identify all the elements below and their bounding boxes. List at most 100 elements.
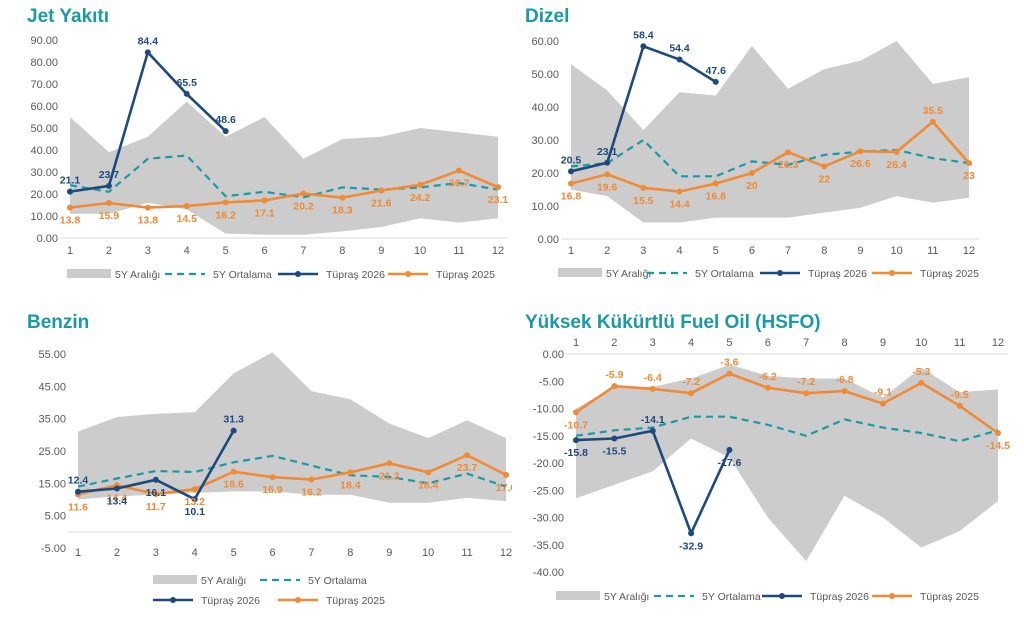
tupras-2025-data-label: 26.6 <box>850 158 871 170</box>
x-tick-label: 8 <box>841 337 847 349</box>
x-tick-label: 3 <box>650 337 656 349</box>
tupras-2025-data-label: 11.7 <box>146 501 166 513</box>
tupras-2025-point <box>712 180 719 187</box>
tupras-2026-point <box>573 437 579 444</box>
chart-gasoline: Benzin 55.00 45.00 35.00 25.00 15.00 5.00 -5.00… <box>0 300 512 623</box>
legend-label: Tüpraş 2026 <box>326 269 385 281</box>
tupras-2026-point <box>183 90 190 97</box>
y-tick-label: 70.00 <box>30 79 58 91</box>
tupras-2025-data-label: 18.6 <box>223 479 244 491</box>
y-tick-label: 50.00 <box>531 69 559 81</box>
tupras-2026-point <box>144 49 151 56</box>
tupras-2025-point <box>568 180 574 187</box>
legend-item: 5Y Aralığı <box>556 591 649 603</box>
y-tick-label: 35.00 <box>38 414 66 426</box>
legend-item: Tüpraş 2025 <box>872 268 979 280</box>
range-area <box>78 352 506 503</box>
x-tick-label: 10 <box>414 245 426 257</box>
tupras-2025-point <box>857 148 864 155</box>
y-tick-label: -10.00 <box>533 404 564 416</box>
legend-item: Tüpraş 2026 <box>762 591 869 603</box>
tupras-2026-data-label: -15.8 <box>564 447 588 459</box>
x-tick-label: 4 <box>688 337 694 349</box>
chart-title: Dizel <box>525 6 569 27</box>
x-tick-label: 6 <box>749 245 755 257</box>
tupras-2025-data-label: 19.6 <box>597 181 618 193</box>
tupras-2026-data-label: -15.5 <box>602 445 626 457</box>
x-tick-label: 2 <box>106 245 112 257</box>
tupras-2025-point <box>611 383 618 390</box>
tupras-2025-data-label: 14.4 <box>669 198 690 210</box>
tupras-2025-data-label: 23.1 <box>488 194 509 206</box>
legend-label: 5Y Aralığı <box>115 269 160 281</box>
legend-swatch-marker <box>295 597 301 603</box>
x-tick-label: 9 <box>857 245 863 257</box>
x-tick-label: 6 <box>261 245 267 257</box>
tupras-2025-data-label: 16.9 <box>262 484 283 496</box>
legend-item: 5Y Ortalama <box>260 575 367 587</box>
y-tick-label: -5.00 <box>41 543 66 555</box>
tupras-2026-point <box>688 530 695 537</box>
y-tick-label: -25.00 <box>533 485 564 497</box>
y-tick-label: 40.00 <box>531 102 559 114</box>
tupras-2025-data-label: -7.2 <box>682 376 700 388</box>
tupras-2025-point <box>464 452 471 459</box>
tupras-2026-data-label: 23.1 <box>597 146 618 158</box>
tupras-2025-data-label: 16.8 <box>706 191 727 203</box>
range-area <box>571 41 969 223</box>
tupras-2025-data-label: 26.4 <box>886 159 907 171</box>
x-tick-label: 9 <box>386 547 392 559</box>
y-tick-label: 15.00 <box>38 478 66 490</box>
x-tick-label: 4 <box>184 245 190 257</box>
tupras-2025-data-label: -5.3 <box>912 366 930 378</box>
tupras-2025-data-label: 20.2 <box>293 201 314 213</box>
chart-diesel-svg: Dizel 60.00 50.00 40.00 30.00 20.00 10.00 0.00 1… <box>525 6 979 280</box>
tupras-2026-point <box>611 435 618 442</box>
legend-swatch-range <box>67 269 111 278</box>
tupras-2025-point <box>425 469 432 476</box>
y-tick-label: -35.00 <box>533 540 564 552</box>
tupras-2025-point <box>821 163 828 170</box>
tupras-2025-data-label: 24.2 <box>410 192 431 204</box>
tupras-2025-data-label: 15.9 <box>99 210 120 222</box>
tupras-2025-point <box>879 400 886 407</box>
tupras-2026-point <box>67 188 73 195</box>
legend-label: 5Y Aralığı <box>606 268 651 280</box>
series-line-tupras-2025 <box>570 119 970 193</box>
tupras-2026-point <box>152 476 159 483</box>
legend-label: 5Y Aralığı <box>201 575 246 587</box>
x-tick-label: 1 <box>568 245 574 257</box>
series-line-5y-ortalama <box>570 138 970 178</box>
y-tick-label: 90.00 <box>30 35 58 47</box>
tupras-2025-point <box>152 491 159 498</box>
legend-swatch-marker <box>405 271 411 277</box>
chart-title: Jet Yakıtı <box>27 6 109 27</box>
x-tick-label: 11 <box>927 245 938 257</box>
chart-title: Benzin <box>27 312 89 333</box>
legend-swatch-marker <box>295 271 301 277</box>
x-tick-label: 7 <box>308 547 314 559</box>
series-line-tupras-2025 <box>575 372 999 435</box>
tupras-2025-data-label: -9.1 <box>874 387 892 399</box>
x-tick-label: 12 <box>992 337 1004 349</box>
tupras-2025-point <box>785 149 792 156</box>
y-tick-label: 50.00 <box>30 123 58 135</box>
tupras-2026-data-label: 13.4 <box>107 496 128 508</box>
tupras-2025-point <box>503 471 509 478</box>
range-area <box>576 364 998 562</box>
x-tick-label: 9 <box>880 337 886 349</box>
chart-jet-fuel: Jet Yakıtı 90.00 80.00 70.00 60.00 50.00 40.00… <box>0 0 512 300</box>
x-tick-label: 5 <box>726 337 732 349</box>
y-tick-label: -5.00 <box>539 376 564 388</box>
x-tick-label: 4 <box>192 547 198 559</box>
legend-item: 5Y Aralığı <box>558 268 651 280</box>
tupras-2025-data-label: 14.4 <box>107 492 128 504</box>
tupras-2025-point <box>918 379 925 386</box>
y-tick-label: 60.00 <box>531 36 559 48</box>
tupras-2025-point <box>222 199 229 206</box>
tupras-2025-data-label: 17.1 <box>254 207 275 219</box>
x-tick-label: 7 <box>803 337 809 349</box>
y-tick-label: 0.00 <box>37 233 58 245</box>
legend-label: 5Y Ortalama <box>695 268 754 280</box>
legend-label: Tüpraş 2026 <box>810 591 869 603</box>
